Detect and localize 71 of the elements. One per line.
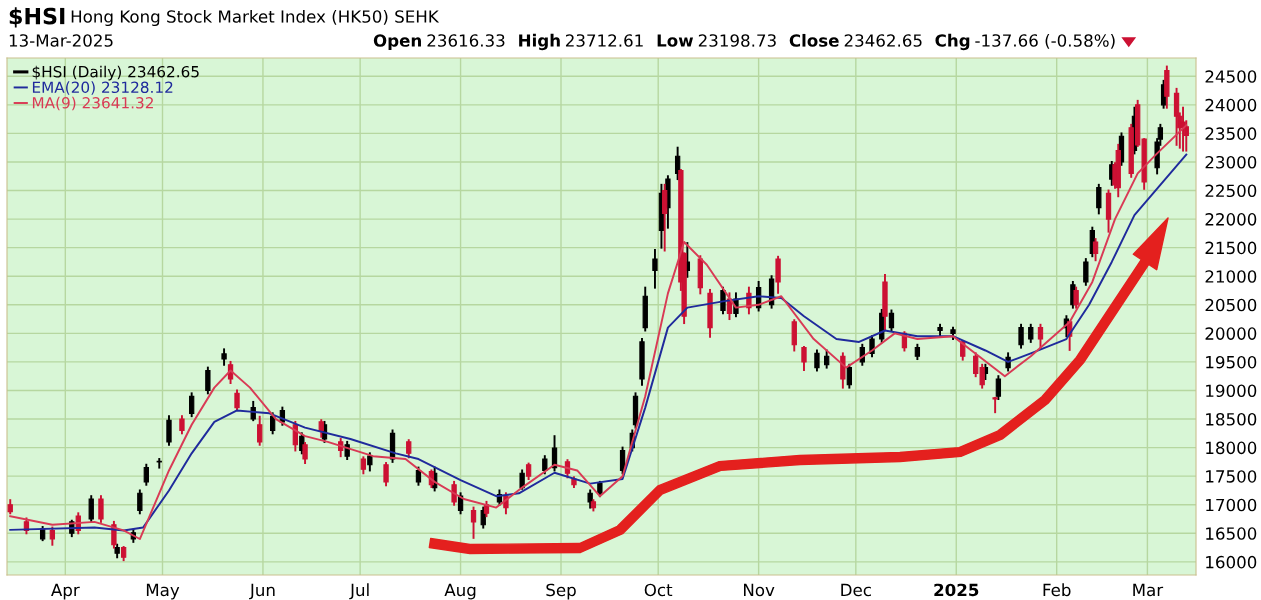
chart-subtitle: 13-Mar-2025: [9, 34, 113, 47]
text: Low 23198.73: [657, 34, 776, 47]
x-tick-label: Aug: [444, 583, 476, 600]
candlestick: [1092, 238, 1099, 262]
candlestick: [775, 255, 781, 294]
candlestick: [88, 495, 94, 523]
candlestick: [1096, 183, 1102, 215]
candlestick: [234, 389, 240, 411]
text: Chg -137.66 (-0.58%): [935, 33, 1115, 51]
candlestick: [1018, 323, 1024, 349]
candlestick: [137, 489, 143, 515]
x-tick-label: Nov: [744, 583, 775, 597]
candlestick: [720, 286, 726, 315]
y-tick-label: 23000: [1205, 155, 1257, 169]
y-tick-label: 22000: [1205, 213, 1257, 226]
candlestick: [166, 415, 172, 446]
candlestick: [840, 352, 846, 389]
x-tick-label: Feb: [1043, 583, 1071, 597]
x-tick-label: 2025: [934, 583, 979, 597]
candlestick: [257, 415, 263, 446]
candlestick: [205, 366, 211, 395]
y-tick-label: 22500: [1205, 184, 1257, 198]
y-tick-label: 24500: [1205, 70, 1257, 83]
candlestick: [995, 375, 1002, 401]
y-tick-label: 24000: [1205, 98, 1257, 112]
x-tick-label: Apr: [51, 583, 80, 600]
y-tick-label: 23500: [1205, 127, 1257, 140]
chart-title: $HSI Hong Kong Stock Market Index (HK50) SEHK: [9, 7, 440, 28]
x-tick-label: Jul: [349, 583, 369, 600]
candlestick: [156, 458, 162, 469]
candlestick: [992, 396, 998, 414]
y-tick-label: 21500: [1205, 241, 1257, 255]
legend-label: EMA(20) 23128.12: [32, 81, 173, 95]
legend-label: $HSI (Daily) 23462.65: [32, 65, 199, 81]
y-tick-label: 18000: [1206, 441, 1257, 455]
candlestick: [302, 442, 308, 464]
candlestick: [143, 463, 149, 486]
candlestick: [1173, 87, 1180, 146]
candlestick: [383, 462, 389, 487]
x-tick-label: May: [146, 583, 180, 600]
candlestick: [791, 319, 797, 352]
candlestick: [846, 363, 853, 389]
x-tick-label: Jun: [249, 583, 275, 600]
legend-label: MA(9) 23641.32: [32, 96, 153, 111]
y-tick-label: 21000: [1205, 270, 1257, 283]
text: High 23712.61: [519, 33, 643, 51]
y-tick-label: 17000: [1206, 498, 1257, 512]
y-tick-label: 16000: [1206, 555, 1257, 569]
y-tick-label: 19500: [1206, 355, 1257, 369]
x-tick-label: Sep: [546, 583, 576, 600]
candlestick: [814, 349, 820, 372]
candlestick: [98, 495, 104, 523]
x-tick-label: Oct: [644, 583, 673, 597]
text: Close 23462.65: [789, 33, 922, 47]
candlestick: [189, 392, 195, 418]
y-tick-label: 20000: [1205, 327, 1257, 340]
candlestick: [888, 309, 895, 332]
y-tick-label: 17500: [1206, 470, 1257, 483]
x-tick-label: Mar: [1133, 583, 1164, 597]
x-tick-label: Dec: [841, 583, 871, 597]
candlestick: [652, 248, 658, 289]
candlestick: [1083, 258, 1089, 286]
candlestick: [470, 506, 477, 539]
candlestick: [1073, 286, 1079, 309]
text: Open 23616.33: [373, 34, 505, 51]
candlestick: [480, 506, 486, 529]
candlestick: [801, 346, 807, 371]
y-tick-label: 18500: [1206, 413, 1257, 426]
y-tick-label: 20500: [1205, 298, 1257, 312]
y-tick-label: 16500: [1206, 527, 1257, 540]
y-tick-label: 19000: [1206, 384, 1257, 398]
